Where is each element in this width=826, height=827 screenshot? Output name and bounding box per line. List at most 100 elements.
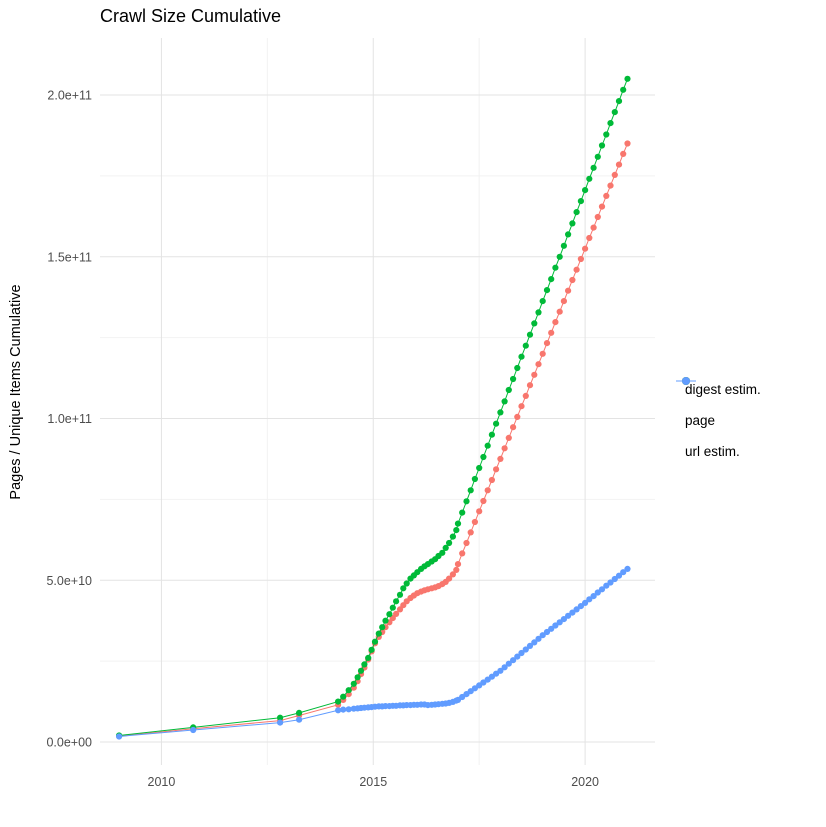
data-point-page (548, 276, 555, 283)
data-point-digest-estim (611, 171, 618, 178)
data-point-page (607, 120, 614, 127)
data-point-url-estim (624, 565, 631, 573)
data-point-url-estim (552, 622, 559, 629)
data-point-page (560, 242, 568, 249)
data-point-url-estim (514, 653, 521, 660)
data-point-page (603, 131, 610, 138)
data-point-url-estim (569, 609, 576, 616)
data-point-digest-estim (480, 497, 487, 505)
data-point-digest-estim (522, 392, 529, 399)
y-tick-label: 1.5e+11 (47, 250, 92, 264)
data-point-url-estim (603, 582, 610, 589)
data-point-page (501, 398, 508, 405)
data-point-page (535, 309, 542, 316)
x-tick-label: 2010 (148, 775, 176, 789)
data-point-digest-estim (535, 361, 542, 368)
data-point-page (514, 364, 521, 372)
data-point-page (439, 549, 446, 556)
data-point-digest-estim (484, 487, 491, 494)
data-point-page (615, 98, 623, 105)
data-point-digest-estim (509, 424, 517, 431)
series-url-estim (116, 565, 631, 740)
legend-key-icon (676, 377, 696, 385)
data-point-digest-estim (488, 476, 495, 484)
data-point-page (594, 153, 601, 160)
data-point-page (480, 453, 487, 461)
data-point-page (335, 698, 342, 705)
data-point-digest-estim (446, 575, 453, 582)
data-point-url-estim (340, 706, 347, 713)
chart-title: Crawl Size Cumulative (100, 6, 282, 26)
data-point-page (539, 298, 546, 305)
data-point-page (354, 674, 361, 681)
data-point-digest-estim (624, 140, 631, 147)
data-point-page (493, 420, 500, 427)
data-point-page (368, 646, 375, 653)
y-tick-label: 1.0e+11 (47, 412, 92, 426)
data-point-url-estim (548, 625, 555, 632)
data-point-digest-estim (607, 182, 614, 189)
data-point-page (400, 585, 407, 592)
data-point-url-estim (345, 706, 352, 713)
data-point-page (396, 591, 404, 598)
data-point-page (476, 464, 483, 472)
data-point-url-estim (116, 733, 123, 740)
data-point-digest-estim (514, 413, 521, 420)
data-point-page (453, 527, 460, 534)
data-point-url-estim (611, 575, 618, 583)
data-point-url-estim (615, 572, 623, 579)
data-point-page (611, 109, 618, 116)
data-point-digest-estim (393, 610, 400, 618)
data-point-page (350, 680, 357, 687)
data-point-page (509, 375, 517, 383)
data-point-digest-estim (471, 518, 478, 526)
data-point-url-estim (586, 596, 593, 603)
data-point-digest-estim (501, 445, 508, 452)
data-point-digest-estim (453, 566, 460, 574)
data-point-page (454, 520, 462, 527)
data-point-page (565, 231, 572, 238)
data-point-page (449, 533, 456, 540)
data-point-page (442, 544, 449, 552)
data-point-url-estim (518, 649, 525, 657)
data-point-url-estim (522, 646, 529, 653)
data-point-page (403, 580, 410, 587)
data-point-digest-estim (577, 255, 585, 263)
data-point-page (624, 75, 631, 82)
data-point-digest-estim (459, 550, 466, 557)
data-point-digest-estim (582, 245, 589, 252)
data-point-page (620, 86, 627, 93)
data-point-page (586, 175, 593, 182)
x-tick-label: 2015 (359, 775, 387, 789)
data-point-page (386, 611, 393, 618)
legend-label: digest estim. (685, 382, 761, 397)
data-point-digest-estim (518, 403, 525, 410)
data-point-page (340, 693, 347, 700)
data-point-page (590, 164, 597, 171)
data-point-url-estim (190, 726, 197, 734)
data-point-digest-estim (531, 371, 538, 378)
data-point-page (371, 638, 379, 645)
data-point-page (582, 187, 589, 194)
data-point-page (357, 667, 365, 674)
data-point-digest-estim (454, 561, 462, 568)
data-point-digest-estim (396, 606, 404, 613)
data-point-page (522, 342, 529, 349)
data-point-page (556, 253, 563, 260)
data-point-digest-estim (603, 192, 610, 199)
y-tick-label: 0.0e+00 (46, 736, 92, 750)
data-point-url-estim (501, 664, 508, 671)
data-point-page (296, 709, 303, 717)
series-page (116, 75, 631, 739)
data-point-url-estim (509, 657, 517, 664)
data-point-page (573, 209, 580, 216)
data-point-digest-estim (543, 340, 551, 347)
data-point-page (277, 714, 284, 721)
data-point-page (389, 604, 396, 611)
data-point-page (463, 498, 470, 505)
data-point-digest-estim (560, 298, 568, 305)
data-point-page (361, 661, 368, 668)
data-point-url-estim (590, 593, 597, 600)
data-point-page (488, 431, 495, 438)
